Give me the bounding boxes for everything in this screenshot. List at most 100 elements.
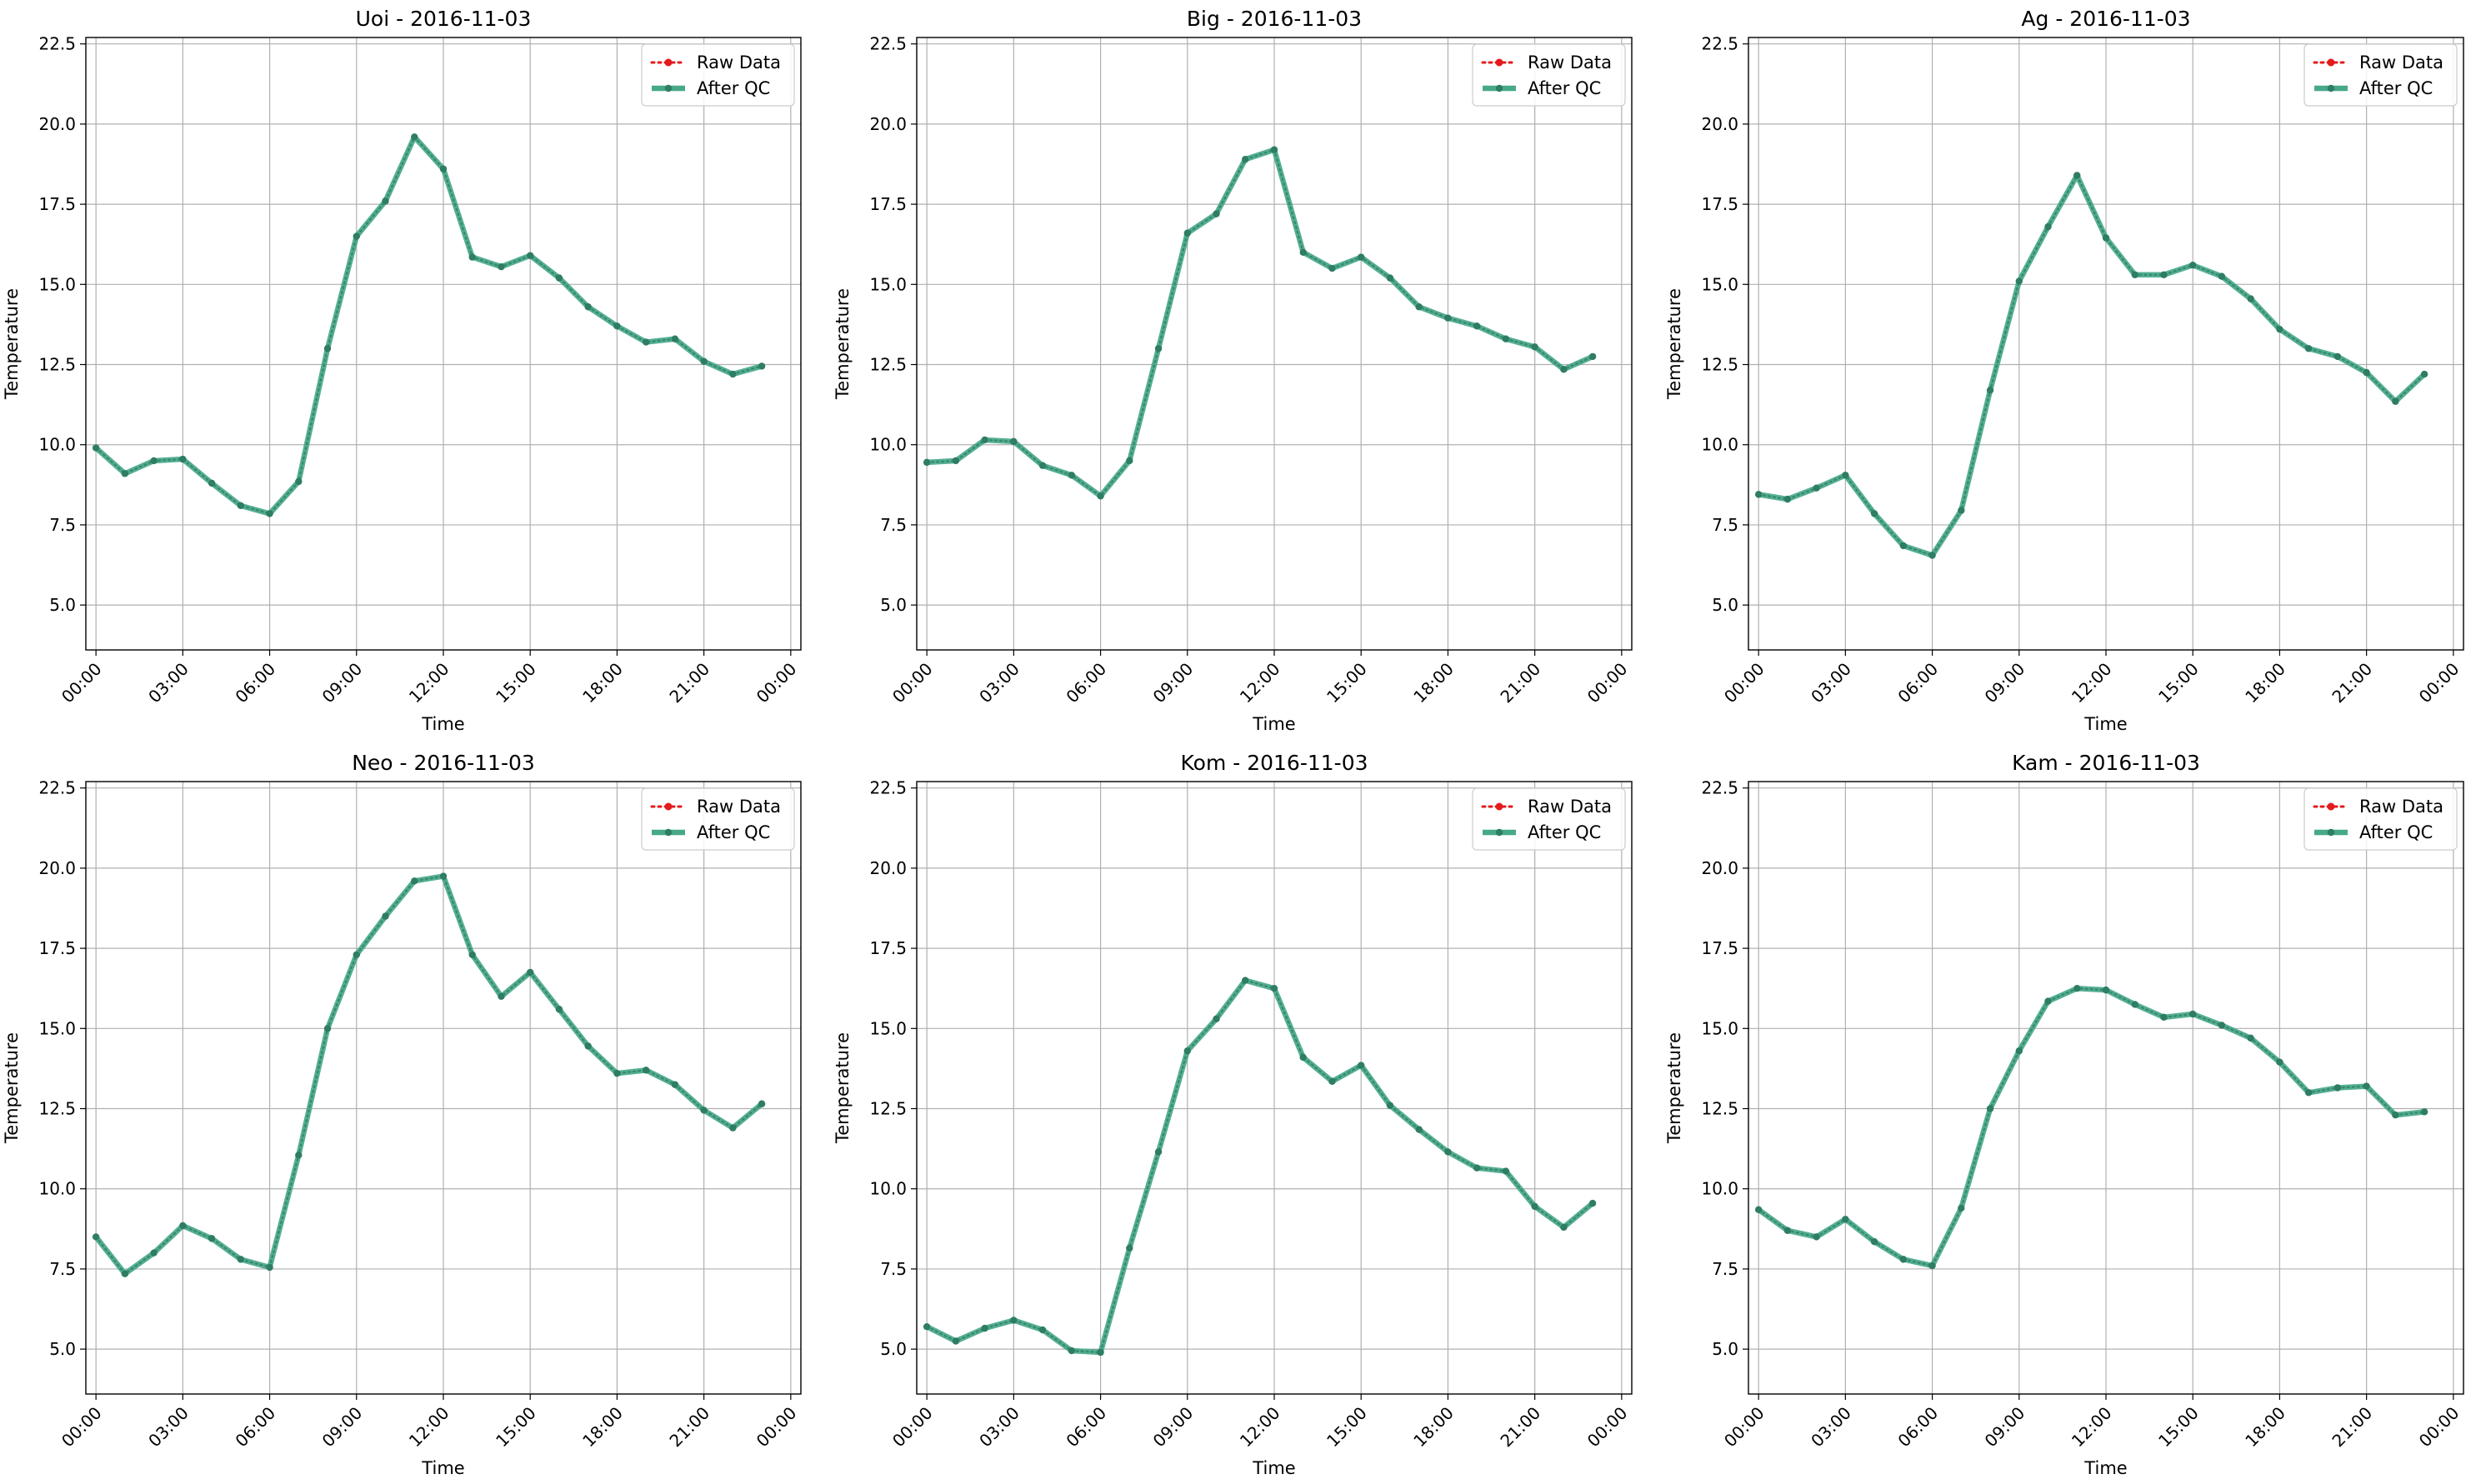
raw-data-line (94, 875, 763, 1276)
x-tick-label: 00:00 (888, 1403, 937, 1452)
raw-data-point (1988, 388, 1993, 392)
legend-qc-label: After QC (697, 78, 770, 98)
raw-data-point (1069, 1348, 1074, 1353)
y-tick-label: 15.0 (38, 274, 76, 294)
raw-data-point (702, 359, 706, 363)
raw-data-point (297, 1153, 301, 1157)
raw-data-point (759, 364, 764, 368)
after-qc-line (923, 977, 1596, 1356)
y-tick-label: 20.0 (869, 858, 907, 878)
x-axis-label: Time (421, 1458, 464, 1478)
chart-panel-3: 5.0 7.5 10.0 12.5 15.0 17.5 20.0 22.5 00:00 03:00… (1664, 7, 2464, 734)
x-axis-label: Time (1252, 1458, 1295, 1478)
legend-raw-label: Raw Data (1528, 52, 1612, 72)
raw-data-point (2133, 272, 2137, 277)
raw-data-point (209, 481, 214, 486)
raw-data-point (924, 460, 929, 465)
raw-data-point (2364, 370, 2368, 375)
raw-data-point (643, 340, 648, 344)
x-tick-label: 09:00 (318, 1403, 367, 1452)
raw-data-point (325, 347, 330, 351)
raw-data-point (1785, 1228, 1790, 1232)
legend-raw-marker (664, 58, 673, 67)
raw-data-point (1040, 1327, 1045, 1332)
raw-data-point (2162, 1015, 2166, 1020)
y-axis-label: Temperature (833, 1032, 853, 1144)
raw-data-point (1756, 1207, 1761, 1212)
y-axis-label: Temperature (833, 288, 853, 400)
legend-qc-label: After QC (697, 822, 770, 842)
y-tick-label: 20.0 (869, 114, 907, 134)
raw-data-point (152, 1251, 156, 1255)
x-tick-label: 06:00 (1062, 1403, 1110, 1452)
legend-raw-marker (2327, 58, 2335, 67)
y-tick-label: 5.0 (1712, 595, 1738, 615)
raw-data-point (268, 512, 272, 516)
raw-data-point (1098, 1350, 1103, 1355)
raw-data-point (1388, 276, 1393, 280)
raw-data-point (673, 1082, 678, 1087)
raw-data-point (1959, 1206, 1963, 1211)
y-tick-label: 10.0 (38, 1179, 76, 1199)
raw-data-point (1503, 1169, 1508, 1173)
legend: Raw Data After QC (2303, 787, 2458, 851)
y-tick-label: 17.5 (1701, 194, 1738, 214)
x-axis-label: Time (2083, 1458, 2127, 1478)
raw-data-point (2046, 224, 2050, 229)
x-tick-label: 00:00 (1583, 659, 1632, 707)
raw-data-point (470, 255, 474, 259)
y-tick-label: 7.5 (1712, 1259, 1738, 1279)
y-tick-label: 12.5 (1701, 1099, 1738, 1119)
x-tick-label: 06:00 (231, 1403, 279, 1452)
raw-data-point (1785, 497, 1790, 502)
raw-data-point (93, 446, 98, 450)
raw-data-point (297, 479, 301, 484)
x-tick-label: 21:00 (2328, 1403, 2376, 1452)
x-tick-label: 15:00 (492, 1403, 540, 1452)
chart-panel-2: 5.0 7.5 10.0 12.5 15.0 17.5 20.0 22.5 00:00 03:00… (833, 7, 1633, 734)
x-tick-label: 00:00 (58, 1403, 106, 1452)
legend-qc-label: After QC (2359, 78, 2433, 98)
x-tick-label: 00:00 (1720, 659, 1768, 707)
chart-panel-1: 5.0 7.5 10.0 12.5 15.0 17.5 20.0 22.5 00:00 03:00… (2, 7, 802, 734)
x-tick-label: 00:00 (1583, 1403, 1632, 1452)
y-axis-label: Temperature (1664, 288, 1684, 400)
raw-data-point (2017, 279, 2021, 283)
legend-qc-marker (664, 828, 673, 837)
x-tick-label: 18:00 (578, 659, 627, 707)
raw-data-point (1590, 1201, 1595, 1206)
raw-data-point (1272, 147, 1277, 152)
raw-data-point (1185, 1049, 1189, 1053)
raw-data-point (383, 914, 388, 918)
raw-data-point (470, 952, 474, 957)
raw-data-point (413, 135, 417, 139)
raw-data-point (1446, 1150, 1450, 1154)
x-tick-label: 03:00 (1807, 1403, 1855, 1452)
raw-data-point (1128, 1246, 1132, 1251)
raw-data-point (1814, 1235, 1818, 1239)
legend-qc-label: After QC (2359, 822, 2433, 842)
raw-data-point (2103, 987, 2108, 992)
raw-data-point (1562, 367, 1566, 372)
raw-data-point (354, 952, 358, 957)
y-tick-label: 17.5 (38, 938, 76, 958)
x-tick-label: 06:00 (1062, 659, 1110, 707)
x-tick-label: 12:00 (405, 659, 453, 707)
y-tick-label: 12.5 (869, 355, 907, 375)
y-tick-label: 5.0 (880, 595, 907, 615)
chart-title: Ag - 2016-11-03 (2021, 7, 2190, 31)
plot-frame (1748, 37, 2464, 651)
y-tick-label: 7.5 (880, 1259, 907, 1279)
raw-data-point (1756, 492, 1761, 497)
raw-data-point (1069, 473, 1074, 477)
raw-data-point (209, 1237, 214, 1241)
after-qc-line (93, 873, 765, 1277)
raw-data-point (383, 199, 388, 203)
raw-data-point (413, 879, 417, 883)
x-tick-label: 21:00 (2328, 659, 2376, 707)
chart-panel-4: 5.0 7.5 10.0 12.5 15.0 17.5 20.0 22.5 00:00 03:00… (2, 751, 802, 1478)
raw-data-point (731, 1126, 735, 1130)
x-tick-label: 18:00 (578, 1403, 627, 1452)
x-tick-label: 12:00 (405, 1403, 453, 1452)
y-tick-label: 10.0 (869, 435, 907, 455)
